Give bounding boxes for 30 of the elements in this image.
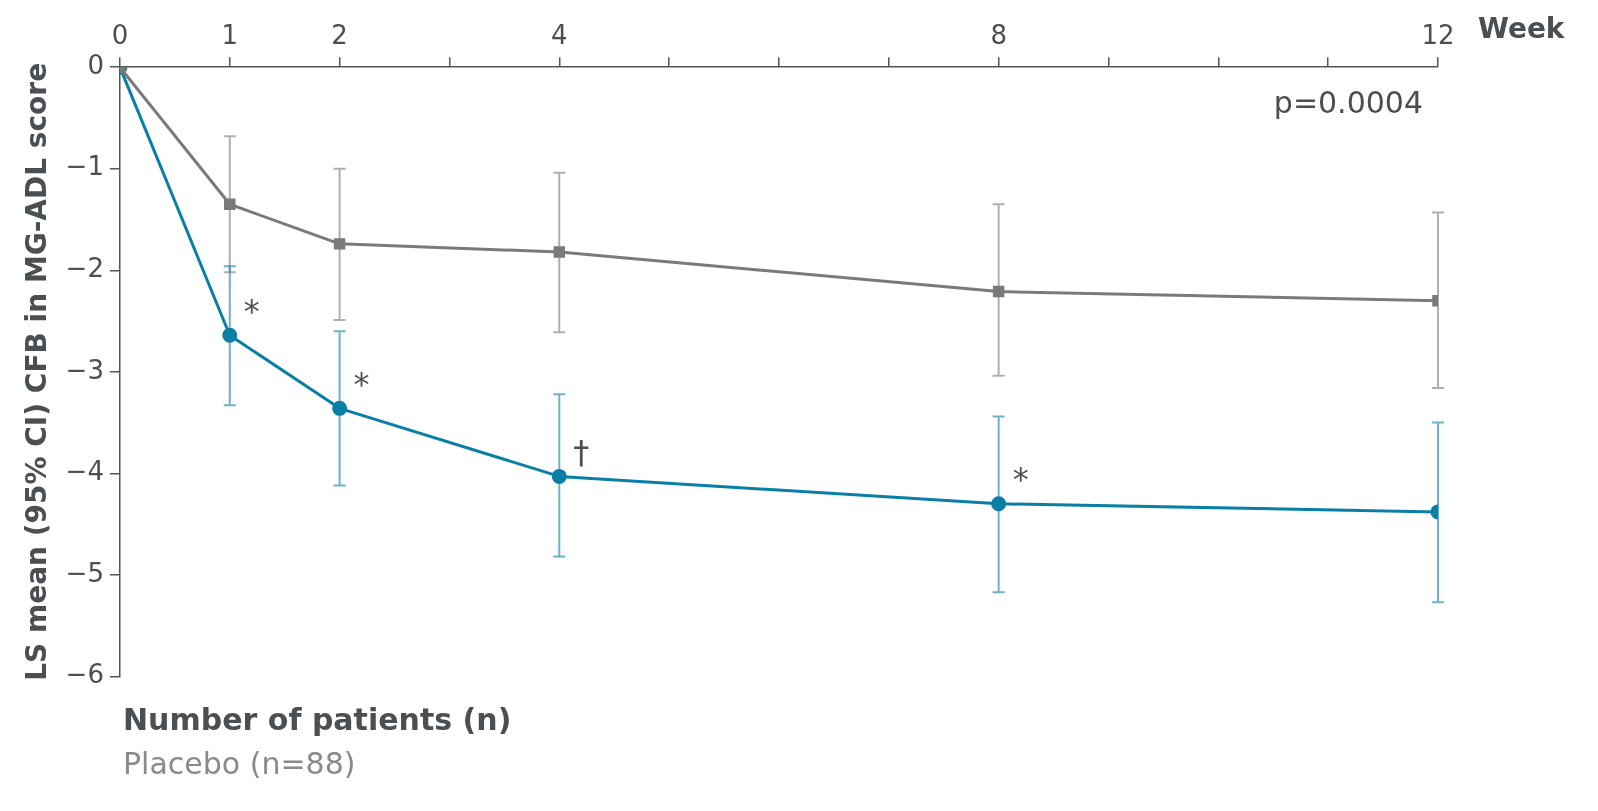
x-tick-label: 1 xyxy=(221,20,239,51)
y-tick-label: 0 xyxy=(87,49,104,80)
text: Placebo (n=88) xyxy=(123,745,357,783)
y-tick-label: −2 xyxy=(65,253,104,284)
point xyxy=(992,285,1005,298)
point xyxy=(551,468,567,484)
y-tick-label: −6 xyxy=(65,659,104,690)
point xyxy=(553,246,566,258)
annotation: * xyxy=(1012,460,1029,499)
text: Number of patients (n) xyxy=(123,701,513,739)
point xyxy=(224,198,236,211)
point xyxy=(333,238,346,250)
y-tick-label: −1 xyxy=(65,151,104,182)
x-tick-label: 12 xyxy=(1421,20,1455,51)
x-axis-title: Week xyxy=(1478,12,1566,46)
y-tick-label: −5 xyxy=(65,557,104,588)
y-tick-label: −3 xyxy=(65,354,104,385)
point xyxy=(222,327,238,343)
x-tick-label: 0 xyxy=(111,20,129,51)
x-tick-label: 4 xyxy=(551,20,568,51)
point xyxy=(332,400,348,416)
y-tick-label: −4 xyxy=(65,456,104,487)
x-tick-label: 2 xyxy=(331,20,348,51)
y-axis-title: LS mean (95% CI) CFB in MG-ADL score xyxy=(20,62,54,681)
annotation: * xyxy=(243,291,260,330)
x-tick-label: 8 xyxy=(990,20,1007,51)
point xyxy=(991,496,1007,512)
annotation: p=0.0004 xyxy=(1273,85,1423,120)
annotation: * xyxy=(353,364,370,403)
annotation: † xyxy=(573,432,590,471)
